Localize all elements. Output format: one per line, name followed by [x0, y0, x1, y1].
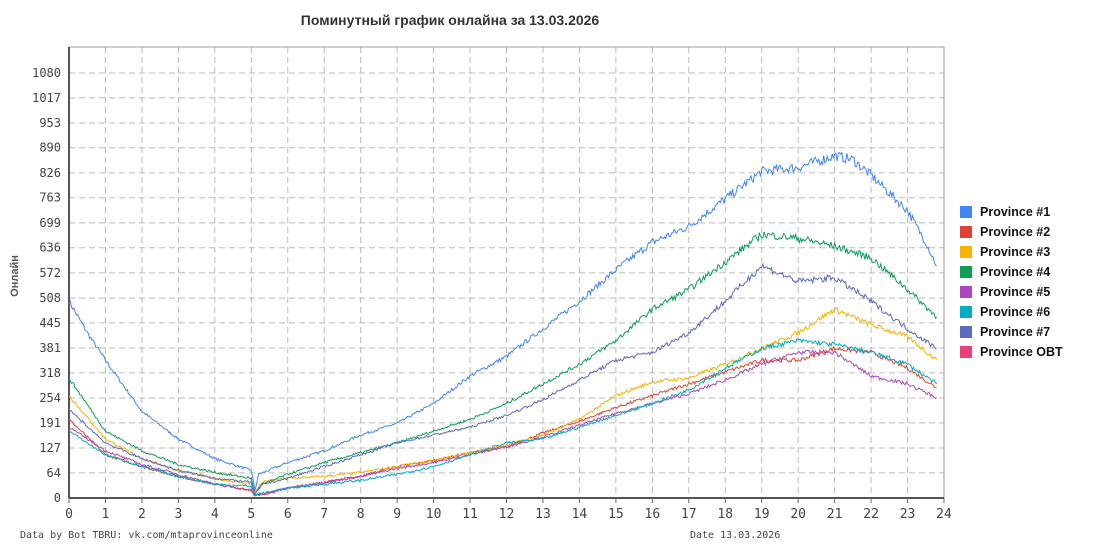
- x-tick-label: 7: [320, 507, 328, 522]
- legend-item: Province OBT: [960, 342, 1063, 362]
- y-tick-label: 699: [39, 216, 61, 230]
- legend-swatch: [960, 266, 972, 278]
- legend-label: Province #5: [980, 285, 1051, 299]
- x-tick-label: 18: [717, 507, 733, 522]
- y-tick-label: 64: [47, 466, 61, 480]
- x-tick-label: 8: [357, 507, 365, 522]
- y-tick-label: 0: [54, 491, 61, 505]
- x-tick-label: 13: [535, 507, 551, 522]
- legend-label: Province #7: [980, 325, 1051, 339]
- y-tick-label: 381: [39, 341, 61, 355]
- chart-title: Поминутный график онлайна за 13.03.2026: [300, 12, 600, 28]
- x-tick-label: 24: [936, 507, 952, 522]
- x-tick-label: 23: [900, 507, 916, 522]
- legend-label: Province #3: [980, 245, 1051, 259]
- legend-swatch: [960, 306, 972, 318]
- x-tick-label: 1: [102, 507, 110, 522]
- x-tick-label: 9: [393, 507, 401, 522]
- legend-label: Province #6: [980, 305, 1051, 319]
- y-tick-label: 127: [39, 441, 61, 455]
- series-line-6: [68, 338, 938, 497]
- y-tick-label: 191: [39, 416, 61, 430]
- source-note: Data by Bot TBRU: vk.com/mtaprovinceonli…: [20, 530, 273, 541]
- y-tick-label: 1017: [32, 91, 61, 105]
- legend-item: Province #2: [960, 222, 1063, 242]
- x-tick-label: 16: [645, 507, 661, 522]
- x-tick-label: 21: [827, 507, 843, 522]
- x-tick-label: 19: [754, 507, 770, 522]
- y-tick-label: 826: [39, 166, 61, 180]
- y-tick-label: 572: [39, 266, 61, 280]
- legend-label: Province #1: [980, 205, 1051, 219]
- x-tick-label: 20: [790, 507, 806, 522]
- legend-item: Province #4: [960, 262, 1063, 282]
- x-tick-label: 3: [174, 507, 182, 522]
- legend-swatch: [960, 206, 972, 218]
- legend-label: Province #4: [980, 265, 1051, 279]
- date-note: Date 13.03.2026: [690, 530, 781, 541]
- y-tick-label: 318: [39, 366, 61, 380]
- legend-swatch: [960, 286, 972, 298]
- x-tick-label: 2: [138, 507, 146, 522]
- x-tick-label: 0: [65, 507, 73, 522]
- legend-swatch: [960, 226, 972, 238]
- legend-item: Province #1: [960, 202, 1063, 222]
- x-tick-label: 4: [211, 507, 219, 522]
- y-tick-label: 890: [39, 141, 61, 155]
- x-tick-label: 12: [499, 507, 515, 522]
- series-line-7: [68, 262, 937, 495]
- series-line-4: [68, 231, 938, 497]
- legend-label: Province #2: [980, 225, 1051, 239]
- legend-label: Province OBT: [980, 345, 1063, 359]
- x-tick-label: 10: [426, 507, 442, 522]
- legend-item: Province #3: [960, 242, 1063, 262]
- legend-item: Province #7: [960, 322, 1063, 342]
- y-tick-label: 763: [39, 191, 61, 205]
- legend-item: Province #5: [960, 282, 1063, 302]
- x-tick-label: 5: [247, 507, 255, 522]
- legend-swatch: [960, 346, 972, 358]
- legend-swatch: [960, 326, 972, 338]
- x-tick-label: 15: [608, 507, 624, 522]
- x-tick-label: 11: [462, 507, 478, 522]
- x-tick-label: 17: [681, 507, 697, 522]
- series-line-3: [68, 306, 938, 492]
- y-tick-label: 445: [39, 316, 61, 330]
- x-tick-label: 6: [284, 507, 292, 522]
- x-tick-label: 14: [572, 507, 588, 522]
- y-tick-label: 508: [39, 291, 61, 305]
- legend: Province #1 Province #2 Province #3 Provinc…: [960, 202, 1063, 362]
- y-tick-label: 953: [39, 116, 61, 130]
- y-tick-label: 636: [39, 241, 61, 255]
- y-tick-label: 254: [39, 391, 61, 405]
- legend-item: Province #6: [960, 302, 1063, 322]
- legend-swatch: [960, 246, 972, 258]
- x-tick-label: 22: [863, 507, 879, 522]
- series-line-1: [68, 151, 937, 491]
- y-tick-label: 1080: [32, 66, 61, 80]
